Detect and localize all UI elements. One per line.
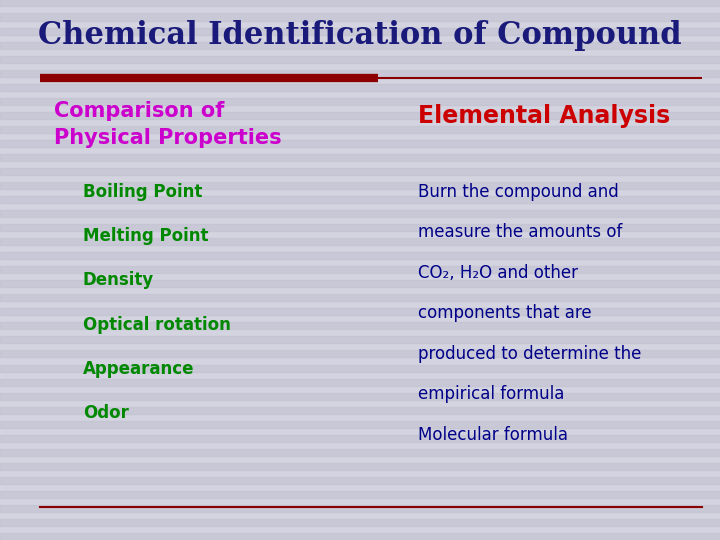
Bar	[0, 379, 720, 386]
Text: Optical rotation: Optical rotation	[83, 315, 230, 334]
Bar	[0, 533, 720, 540]
Text: Density: Density	[83, 271, 154, 289]
Bar	[0, 519, 720, 526]
Bar	[0, 463, 720, 470]
Bar	[0, 196, 720, 203]
Bar	[0, 421, 720, 428]
Bar	[0, 350, 720, 357]
Bar	[0, 98, 720, 105]
Text: components that are: components that are	[418, 304, 591, 322]
Bar	[0, 308, 720, 315]
Text: produced to determine the: produced to determine the	[418, 345, 641, 363]
Bar	[0, 224, 720, 231]
Bar	[0, 449, 720, 456]
Text: Elemental Analysis: Elemental Analysis	[418, 104, 670, 128]
Bar	[0, 56, 720, 63]
Bar	[0, 266, 720, 273]
Bar	[0, 322, 720, 329]
Bar	[0, 294, 720, 301]
Bar	[0, 168, 720, 175]
Bar	[0, 407, 720, 414]
Bar	[0, 28, 720, 35]
Bar	[0, 14, 720, 21]
Bar	[0, 70, 720, 77]
Text: Chemical Identification of Compound: Chemical Identification of Compound	[38, 19, 682, 51]
Text: Physical Properties: Physical Properties	[54, 127, 282, 148]
Text: Burn the compound and: Burn the compound and	[418, 183, 618, 201]
Bar	[0, 364, 720, 372]
Bar	[0, 393, 720, 400]
Text: Molecular formula: Molecular formula	[418, 426, 567, 444]
Bar	[0, 182, 720, 189]
Bar	[0, 491, 720, 498]
Bar	[0, 336, 720, 343]
Bar	[0, 154, 720, 161]
Bar	[0, 140, 720, 147]
Bar	[0, 112, 720, 119]
Text: CO₂, H₂O and other: CO₂, H₂O and other	[418, 264, 577, 282]
Bar	[0, 505, 720, 512]
Bar	[0, 210, 720, 217]
Text: Appearance: Appearance	[83, 360, 194, 378]
Text: Comparison of: Comparison of	[54, 100, 225, 121]
Text: empirical formula: empirical formula	[418, 385, 564, 403]
Bar	[0, 126, 720, 133]
Text: Melting Point: Melting Point	[83, 227, 208, 245]
Bar	[0, 252, 720, 259]
Bar	[0, 84, 720, 91]
Text: measure the amounts of: measure the amounts of	[418, 223, 622, 241]
Bar	[0, 435, 720, 442]
Bar	[0, 280, 720, 287]
Bar	[0, 238, 720, 245]
Text: Boiling Point: Boiling Point	[83, 183, 202, 201]
Text: Odor: Odor	[83, 404, 129, 422]
Bar	[0, 0, 720, 6]
Bar	[0, 477, 720, 484]
Bar	[0, 42, 720, 49]
